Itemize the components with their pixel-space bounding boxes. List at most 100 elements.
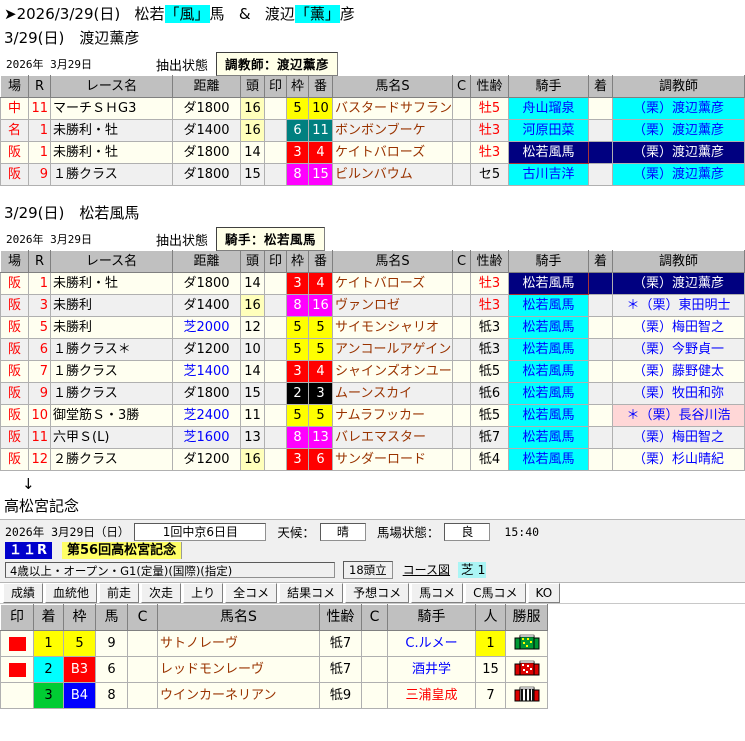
horse-no[interactable]: 9 xyxy=(95,630,128,657)
frame-no[interactable]: 3 xyxy=(286,448,309,471)
mark[interactable] xyxy=(264,272,287,295)
table-row[interactable]: 2 B3 6 レッドモンレーヴ 牴7 酒井学 15 xyxy=(0,656,548,683)
section2-col-6[interactable]: 枠 xyxy=(286,250,309,273)
distance[interactable]: ダ1800 xyxy=(172,141,241,164)
weather-value[interactable]: 晴 xyxy=(319,522,366,541)
frame-no[interactable]: 5 xyxy=(286,338,309,361)
horse-name[interactable]: サンダーロード xyxy=(332,448,453,471)
horse-name[interactable]: ウインカーネリアン xyxy=(157,682,320,709)
table-row[interactable]: 阪 5 未勝利 芝2000 12 5 5 サイモンシャリオ 牴3 松若風馬 （栗）梅田智之 xyxy=(0,316,745,339)
table-row[interactable]: 阪 11 六甲Ｓ(L) 芝1600 13 8 13 バレエマスター 牴7 松若風馬 （栗）梅田智之 xyxy=(0,426,745,449)
race-name[interactable]: １勝クラス＊ xyxy=(50,338,173,361)
c-flag[interactable] xyxy=(452,338,471,361)
finish-place[interactable]: 3 xyxy=(33,682,64,709)
sex-age[interactable]: 牴7 xyxy=(319,630,362,657)
race-name[interactable]: 未勝利・牡 xyxy=(50,272,173,295)
horse-no[interactable]: 11 xyxy=(308,119,333,142)
c-flag[interactable] xyxy=(452,294,471,317)
frame-no[interactable]: 3 xyxy=(286,141,309,164)
trainer[interactable]: ＊（栗）東田明士 xyxy=(612,294,745,317)
trainer[interactable]: （栗）渡辺薰彦 xyxy=(612,97,745,120)
entries-col-2[interactable]: 枠 xyxy=(63,604,96,631)
table-row[interactable]: 阪 9 １勝クラス ダ1800 15 8 15 ビルンバウム セ5 古川吉洋 （栗）渡辺薰彦 xyxy=(0,163,745,186)
jockey[interactable]: 松若風馬 xyxy=(508,316,589,339)
c2-flag[interactable] xyxy=(361,630,388,657)
frame-no[interactable]: 8 xyxy=(286,163,309,186)
frame-no[interactable]: 3 xyxy=(286,360,309,383)
frame-no[interactable]: B3 xyxy=(63,656,96,683)
trainer[interactable]: （栗）渡辺薰彦 xyxy=(612,119,745,142)
c-flag[interactable] xyxy=(127,682,158,709)
jockey[interactable]: 古川吉洋 xyxy=(508,163,589,186)
horse-name[interactable]: バスタードサフラン xyxy=(332,97,453,120)
distance[interactable]: 芝1400 xyxy=(172,360,241,383)
race-name[interactable]: マーチＳＨG3 xyxy=(50,97,173,120)
section1-col-2[interactable]: レース名 xyxy=(50,75,173,98)
horse-no[interactable]: 13 xyxy=(308,426,333,449)
sex-age[interactable]: 牴3 xyxy=(470,316,509,339)
section2-col-12[interactable]: 着 xyxy=(588,250,613,273)
section2-col-0[interactable]: 場 xyxy=(0,250,29,273)
jockey[interactable]: 松若風馬 xyxy=(508,338,589,361)
entries-col-7[interactable]: C xyxy=(361,604,388,631)
distance[interactable]: ダ1200 xyxy=(172,448,241,471)
sex-age[interactable]: 牴5 xyxy=(470,404,509,427)
horse-name[interactable]: ナムラフッカー xyxy=(332,404,453,427)
course[interactable]: 阪 xyxy=(0,294,29,317)
distance[interactable]: ダ1200 xyxy=(172,338,241,361)
field-size[interactable]: 14 xyxy=(240,360,265,383)
table-row[interactable]: 阪 3 未勝利 ダ1400 16 8 16 ヴァンロゼ 牡3 松若風馬 ＊（栗）東田明士 xyxy=(0,294,745,317)
race-detail-meeting[interactable]: 1回中京6日目 xyxy=(134,522,267,541)
section2-col-1[interactable]: R xyxy=(28,250,51,273)
finish-place[interactable] xyxy=(588,272,613,295)
tab-6[interactable]: 結果コメ xyxy=(279,583,344,603)
trainer[interactable]: ＊（栗）長谷川浩 xyxy=(612,404,745,427)
section2-col-5[interactable]: 印 xyxy=(264,250,287,273)
entries-col-10[interactable]: 勝服 xyxy=(505,604,548,631)
frame-no[interactable]: 2 xyxy=(286,382,309,405)
jockey[interactable]: 酒井学 xyxy=(387,656,476,683)
c-flag[interactable] xyxy=(452,426,471,449)
horse-no[interactable]: 4 xyxy=(308,272,333,295)
race-name[interactable]: ２勝クラス xyxy=(50,448,173,471)
distance[interactable]: 芝2000 xyxy=(172,316,241,339)
mark[interactable] xyxy=(264,404,287,427)
tab-2[interactable]: 前走 xyxy=(99,583,140,603)
tab-3[interactable]: 次走 xyxy=(141,583,182,603)
mark[interactable] xyxy=(264,163,287,186)
sex-age[interactable]: 牡3 xyxy=(470,294,509,317)
jockey[interactable]: 松若風馬 xyxy=(508,404,589,427)
course[interactable]: 阪 xyxy=(0,141,29,164)
sex-age[interactable]: 牡5 xyxy=(470,97,509,120)
section2-col-2[interactable]: レース名 xyxy=(50,250,173,273)
horse-no[interactable]: 8 xyxy=(95,682,128,709)
jockey[interactable]: 松若風馬 xyxy=(508,426,589,449)
finish-place[interactable] xyxy=(588,382,613,405)
distance[interactable]: ダ1400 xyxy=(172,294,241,317)
c-flag[interactable] xyxy=(452,404,471,427)
course[interactable]: 阪 xyxy=(0,338,29,361)
c-flag[interactable] xyxy=(452,316,471,339)
jockey[interactable]: 松若風馬 xyxy=(508,272,589,295)
sex-age[interactable]: 牴9 xyxy=(319,682,362,709)
table-row[interactable]: 阪 6 １勝クラス＊ ダ1200 10 5 5 アンコールアゲイン 牴3 松若風馬 （栗）今野貞一 xyxy=(0,338,745,361)
mark[interactable] xyxy=(0,656,34,683)
horse-name[interactable]: ケイトバローズ xyxy=(332,141,453,164)
mark[interactable] xyxy=(264,119,287,142)
race-name[interactable]: １勝クラス xyxy=(50,163,173,186)
trainer[interactable]: （栗）渡辺薰彦 xyxy=(612,141,745,164)
table-row[interactable]: 阪 7 １勝クラス 芝1400 14 3 4 シャインズオンユー 牴5 松若風馬 （栗）藤野健太 xyxy=(0,360,745,383)
trainer[interactable]: （栗）渡辺薰彦 xyxy=(612,272,745,295)
field-size[interactable]: 13 xyxy=(240,426,265,449)
sex-age[interactable]: 牡3 xyxy=(470,119,509,142)
finish-place[interactable] xyxy=(588,360,613,383)
distance[interactable]: ダ1800 xyxy=(172,382,241,405)
frame-no[interactable]: 8 xyxy=(286,294,309,317)
horse-no[interactable]: 6 xyxy=(95,656,128,683)
jockey[interactable]: 舟山瑠泉 xyxy=(508,97,589,120)
c-flag[interactable] xyxy=(127,630,158,657)
horse-name[interactable]: レッドモンレーヴ xyxy=(157,656,320,683)
table-row[interactable]: 1 5 9 サトノレーヴ 牴7 C.ルメー 1 xyxy=(0,630,548,657)
horse-no[interactable]: 5 xyxy=(308,338,333,361)
horse-no[interactable]: 10 xyxy=(308,97,333,120)
